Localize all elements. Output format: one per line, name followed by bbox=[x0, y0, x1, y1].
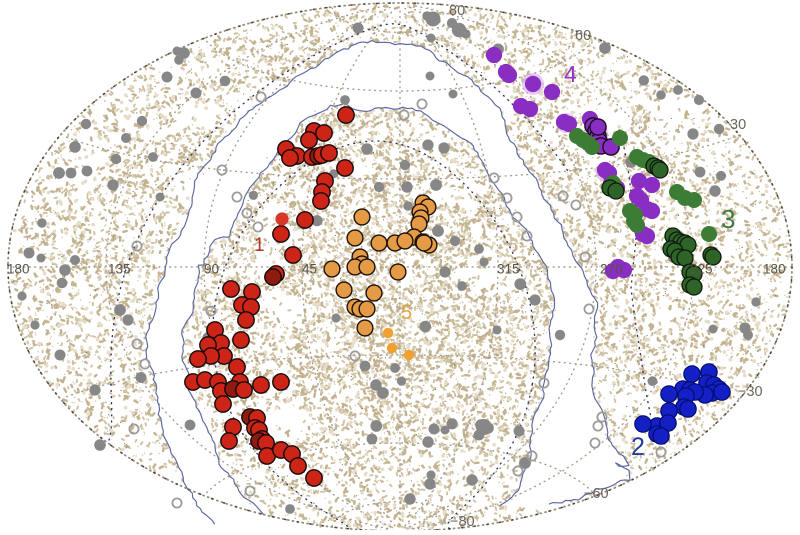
svg-text:−30: −30 bbox=[738, 384, 763, 400]
svg-text:45: 45 bbox=[302, 262, 317, 277]
svg-text:3: 3 bbox=[721, 204, 735, 234]
svg-text:315: 315 bbox=[497, 262, 520, 277]
svg-text:135: 135 bbox=[108, 262, 131, 277]
svg-text:80: 80 bbox=[449, 3, 465, 19]
svg-text:90: 90 bbox=[204, 262, 219, 277]
svg-text:4: 4 bbox=[564, 61, 577, 87]
svg-text:225: 225 bbox=[690, 262, 713, 277]
svg-text:180: 180 bbox=[7, 262, 30, 277]
svg-text:1: 1 bbox=[254, 235, 265, 256]
svg-text:5: 5 bbox=[401, 302, 412, 324]
svg-text:2: 2 bbox=[631, 433, 645, 461]
svg-text:60: 60 bbox=[575, 28, 591, 44]
svg-text:−80: −80 bbox=[450, 514, 475, 530]
svg-text:270: 270 bbox=[600, 262, 623, 277]
svg-text:30: 30 bbox=[730, 117, 746, 133]
svg-text:−60: −60 bbox=[584, 486, 609, 502]
svg-text:180: 180 bbox=[763, 262, 786, 277]
